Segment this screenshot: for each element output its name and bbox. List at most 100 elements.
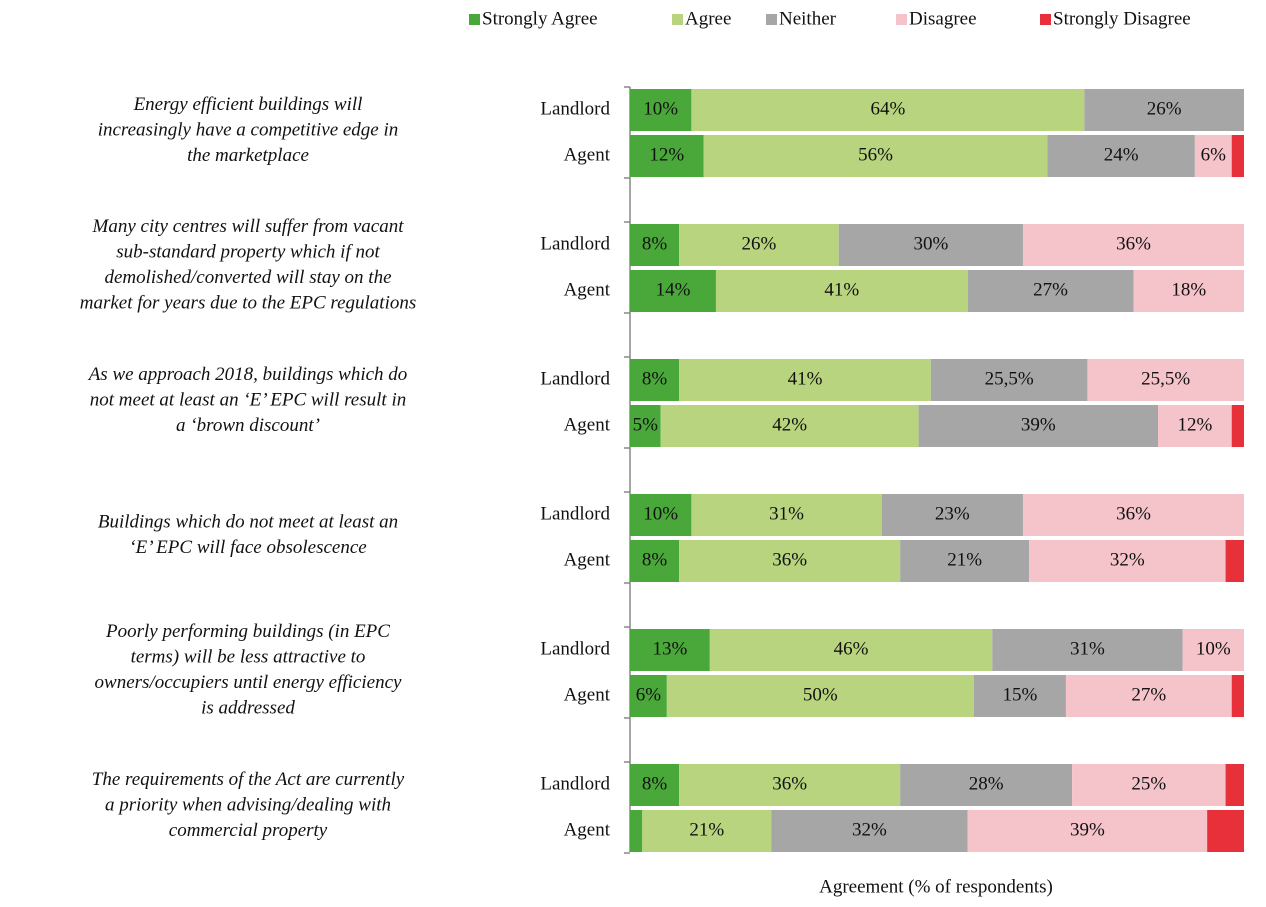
bar-segment — [630, 224, 680, 266]
statement-label: commercial property — [169, 820, 328, 841]
bar-segment — [630, 764, 680, 806]
value-label: 39% — [1021, 414, 1056, 435]
value-label: 12% — [649, 144, 684, 165]
statement-label: Poorly performing buildings (in EPC — [105, 621, 390, 642]
value-label: 12% — [1177, 414, 1212, 435]
bar-segment — [630, 494, 692, 536]
value-label: 8% — [642, 773, 668, 794]
statement-label: The requirements of the Act are currentl… — [92, 769, 405, 790]
value-label: 8% — [642, 549, 668, 570]
legend-swatch — [469, 14, 480, 25]
value-label: 10% — [1196, 638, 1231, 659]
category-label: Landlord — [540, 773, 610, 794]
value-label: 26% — [742, 233, 777, 254]
bar-segment — [630, 270, 716, 312]
legend-label: Agree — [685, 8, 731, 29]
category-label: Agent — [564, 819, 611, 840]
value-label: 41% — [824, 279, 859, 300]
legend-swatch — [1040, 14, 1051, 25]
bar-segment — [630, 89, 692, 131]
legend-label: Neither — [779, 8, 837, 29]
bar-segment — [630, 135, 704, 177]
bar-segment — [1133, 270, 1244, 312]
category-label: Landlord — [540, 638, 610, 659]
value-label: 32% — [1110, 549, 1145, 570]
bar-segment — [967, 810, 1208, 852]
value-label: 25,5% — [1141, 368, 1190, 389]
bar-segment — [630, 540, 680, 582]
value-label: 32% — [852, 819, 887, 840]
bar-segment — [691, 494, 882, 536]
statement-label: As we approach 2018, buildings which do — [87, 364, 408, 385]
bar-segment — [630, 359, 680, 401]
bar-segment — [1231, 135, 1244, 177]
value-label: 21% — [689, 819, 724, 840]
statement-label: not meet at least an ‘E’ EPC will result… — [90, 389, 406, 410]
statement-label: is addressed — [201, 698, 295, 719]
value-label: 36% — [1116, 503, 1151, 524]
legend-swatch — [766, 14, 777, 25]
bar-segment — [771, 810, 968, 852]
value-label: 10% — [643, 503, 678, 524]
bar-segment — [1194, 135, 1232, 177]
bar-segment — [973, 675, 1066, 717]
bar-segment — [1231, 675, 1244, 717]
value-label: 36% — [772, 549, 807, 570]
value-label: 6% — [636, 684, 662, 705]
value-label: 41% — [788, 368, 823, 389]
bar-segment — [900, 764, 1073, 806]
bar-segment — [679, 224, 839, 266]
bar-segment — [1207, 810, 1244, 852]
statement-label: the marketplace — [187, 145, 309, 166]
bar-segment — [838, 224, 1023, 266]
legend-label: Strongly Disagree — [1053, 8, 1191, 29]
bar-segment — [715, 270, 968, 312]
bar-segment — [1084, 89, 1244, 131]
bar-segment — [900, 540, 1030, 582]
category-label: Landlord — [540, 233, 610, 254]
bar-segment — [679, 359, 931, 401]
bar-segment — [967, 270, 1134, 312]
value-label: 28% — [969, 773, 1004, 794]
value-label: 24% — [1104, 144, 1139, 165]
value-label: 39% — [1070, 819, 1105, 840]
statement-label: owners/occupiers until energy efficiency — [95, 672, 402, 693]
value-label: 23% — [935, 503, 970, 524]
value-label: 10% — [643, 98, 678, 119]
value-label: 46% — [834, 638, 869, 659]
legend-label: Strongly Agree — [482, 8, 598, 29]
category-label: Landlord — [540, 98, 610, 119]
value-label: 21% — [947, 549, 982, 570]
statement-label: a priority when advising/dealing with — [105, 794, 391, 815]
value-label: 26% — [1147, 98, 1182, 119]
statement-label: Many city centres will suffer from vacan… — [92, 216, 405, 237]
statement-label: increasingly have a competitive edge in — [98, 119, 399, 140]
value-label: 27% — [1131, 684, 1166, 705]
value-label: 5% — [633, 414, 659, 435]
value-label: 31% — [769, 503, 804, 524]
category-label: Agent — [564, 549, 611, 570]
bar-segment — [1047, 135, 1195, 177]
bar-segment — [660, 405, 919, 447]
statement-label: Energy efficient buildings will — [133, 94, 363, 115]
statement-label: terms) will be less attractive to — [131, 647, 366, 668]
category-label: Agent — [564, 684, 611, 705]
legend-swatch — [896, 14, 907, 25]
value-label: 14% — [656, 279, 691, 300]
legend-swatch — [672, 14, 683, 25]
bar-segment — [679, 764, 901, 806]
bar-segment — [992, 629, 1183, 671]
bar-segment — [1029, 540, 1226, 582]
bar-segment — [1225, 540, 1244, 582]
bar-segment — [1072, 764, 1226, 806]
bar-segment — [630, 675, 667, 717]
bar-segment — [1087, 359, 1244, 401]
bar-segment — [630, 810, 643, 852]
category-label: Landlord — [540, 368, 610, 389]
bar-segment — [1022, 494, 1244, 536]
statement-label: market for years due to the EPC regulati… — [80, 293, 417, 314]
value-label: 18% — [1171, 279, 1206, 300]
category-label: Landlord — [540, 503, 610, 524]
bar-segment — [679, 540, 901, 582]
